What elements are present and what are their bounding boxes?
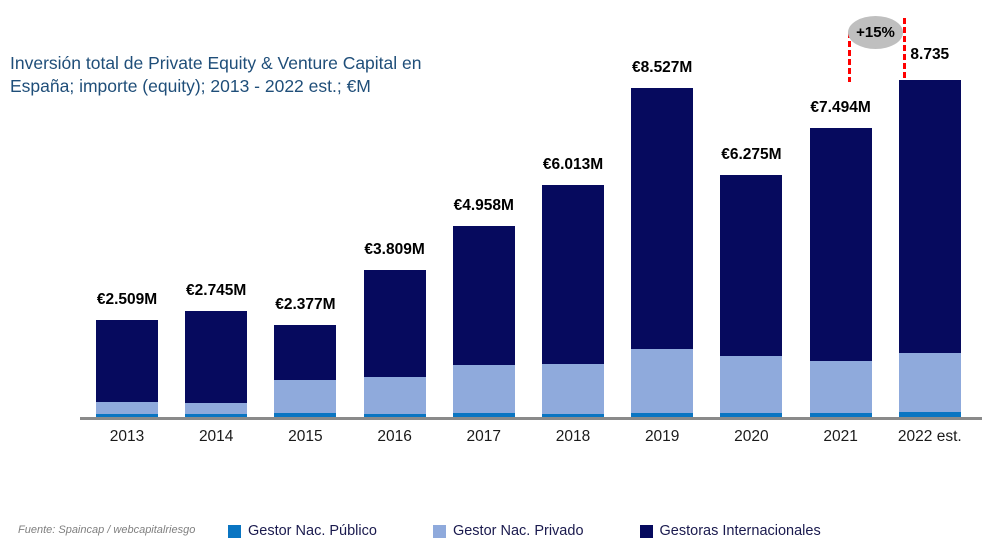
- x-axis-label-2019: 2019: [644, 428, 680, 445]
- bar-segment-2021-publico: [809, 412, 872, 417]
- bar-segment-2019-privado: [631, 348, 694, 413]
- x-axis-label-2015: 2015: [288, 428, 323, 445]
- growth-annotation-bubble: +15%: [848, 16, 903, 49]
- bar-segment-2022est-publico: [898, 412, 961, 417]
- bar-segment-2014-privado: [185, 403, 248, 415]
- bar-segment-2015-privado: [274, 379, 337, 413]
- bar-segment-2013-privado: [96, 402, 158, 415]
- x-axis-label-2016: 2016: [377, 428, 412, 445]
- x-axis-label-2017: 2017: [466, 428, 502, 445]
- chart-title: Inversión total de Private Equity & Vent…: [10, 52, 480, 98]
- dashed-connector-2021: [848, 32, 851, 82]
- legend-label: Gestoras Internacionales: [659, 523, 821, 539]
- legend-label: Gestor Nac. Privado: [452, 523, 584, 539]
- chart-title-line2: España; importe (equity); 2013 - 2022 es…: [10, 75, 371, 96]
- x-axis-label-2022est: 2022 est.: [897, 428, 962, 445]
- bar-value-label-2020: €6.275M: [721, 145, 782, 163]
- source-note: Fuente: Spaincap / webcapitalriesgo: [18, 524, 196, 536]
- bar-value-label-2013: €2.509M: [96, 291, 158, 309]
- bar-value-label-2021: €7.494M: [810, 98, 871, 116]
- bar-segment-2016-privado: [363, 376, 426, 414]
- x-axis-line: [80, 417, 982, 420]
- bar-segment-2017-publico: [452, 412, 515, 417]
- bar-segment-2018-publico: [542, 413, 604, 417]
- bar-segment-2014-internacionales: [185, 311, 248, 404]
- bar-value-label-2022est: 8.735: [910, 45, 950, 63]
- dashed-connector-2022: [903, 18, 906, 79]
- bar-value-label-2015: €2.377M: [275, 296, 336, 314]
- legend-item-internacionales: Gestoras Internacionales: [639, 523, 821, 539]
- legend-item-privado: Gestor Nac. Privado: [432, 523, 584, 539]
- bar-segment-2016-internacionales: [363, 270, 426, 377]
- x-axis-label-2021: 2021: [823, 428, 858, 445]
- bar-segment-2018-internacionales: [542, 184, 604, 364]
- bar-segment-2016-publico: [363, 413, 426, 417]
- legend-swatch-icon: [228, 524, 241, 538]
- bar-segment-2015-internacionales: [274, 325, 337, 380]
- bar-value-label-2018: €6.013M: [542, 155, 604, 173]
- legend: Gestor Nac. Público Gestor Nac. Privado Ge…: [228, 523, 821, 539]
- bar-segment-2020-privado: [720, 356, 783, 413]
- bar-value-label-2014: €2.745M: [186, 282, 247, 299]
- bar-segment-2017-privado: [452, 365, 515, 413]
- growth-annotation-label: +15%: [856, 24, 895, 41]
- bar-segment-2013-publico: [96, 414, 158, 417]
- bar-segment-2013-internacionales: [96, 320, 158, 403]
- bar-segment-2017-internacionales: [452, 225, 515, 366]
- bar-segment-2020-publico: [720, 412, 783, 417]
- legend-swatch-icon: [639, 524, 653, 538]
- legend-swatch-icon: [432, 524, 446, 538]
- bar-segment-2018-privado: [542, 363, 604, 414]
- bar-segment-2021-internacionales: [809, 127, 872, 361]
- bar-segment-2014-publico: [185, 414, 248, 417]
- bar-value-label-2019: €8.527M: [632, 58, 693, 76]
- bar-value-label-2016: €3.809M: [364, 241, 425, 258]
- bar-segment-2019-publico: [631, 412, 694, 417]
- bar-segment-2021-privado: [809, 361, 872, 413]
- bar-segment-2019-internacionales: [631, 87, 694, 349]
- x-axis-label-2014: 2014: [198, 428, 234, 445]
- legend-item-publico: Gestor Nac. Público: [228, 523, 377, 539]
- bar-value-label-2017: €4.958M: [453, 196, 514, 214]
- bar-segment-2022est-internacionales: [898, 79, 961, 353]
- x-axis-label-2020: 2020: [734, 428, 769, 445]
- bar-segment-2015-publico: [274, 412, 337, 417]
- chart-title-line1: Inversión total de Private Equity & Vent…: [10, 53, 422, 73]
- bar-segment-2022est-privado: [898, 352, 961, 412]
- x-axis-label-2018: 2018: [555, 428, 591, 445]
- x-axis-label-2013: 2013: [109, 428, 145, 445]
- legend-label: Gestor Nac. Público: [248, 523, 377, 539]
- bar-segment-2020-internacionales: [720, 174, 783, 356]
